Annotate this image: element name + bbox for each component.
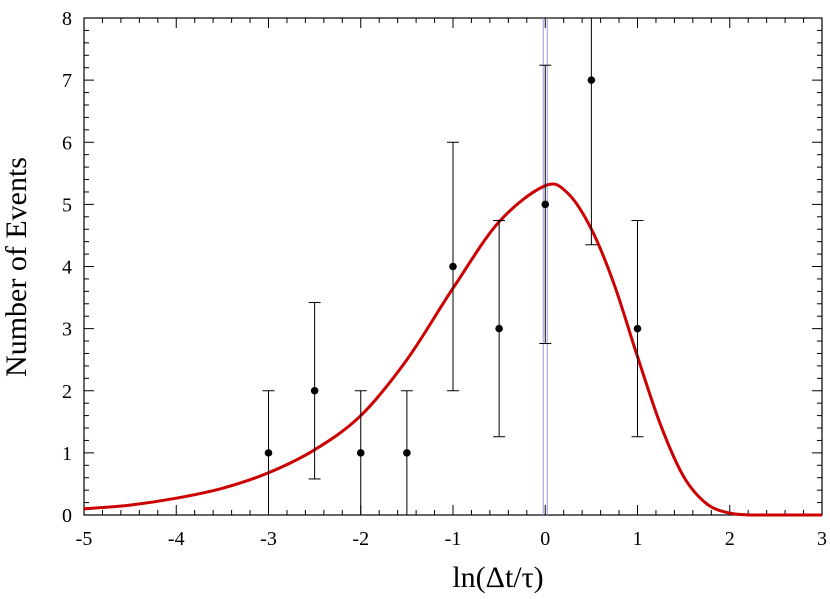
fit-curve (83, 182, 822, 517)
data-point (310, 386, 319, 395)
data-point (403, 449, 411, 457)
reference-lines (542, 18, 548, 515)
x-tick-label: 3 (817, 528, 827, 550)
tick-labels: -5 -4 -3 -2 -1 0 1 2 3 0 1 2 3 4 5 6 7 8 (62, 8, 827, 550)
x-tick-label: -4 (168, 528, 185, 550)
data-point (495, 324, 503, 333)
y-tick-label: 8 (62, 8, 72, 30)
data-point (264, 449, 273, 457)
x-axis-label: ln(Δt/τ) (452, 561, 543, 594)
axis-ticks (83, 17, 823, 516)
x-tick-label: -1 (445, 528, 462, 550)
data-point (633, 324, 642, 333)
x-tick-label: -5 (76, 528, 93, 550)
x-tick-label: 0 (540, 528, 550, 550)
x-tick-label: 2 (725, 528, 735, 550)
y-tick-label: 2 (62, 381, 72, 403)
y-tick-label: 0 (62, 505, 72, 527)
y-tick-label: 4 (62, 257, 72, 279)
y-axis-label: Number of Events (0, 157, 33, 377)
data-point (356, 449, 365, 457)
y-tick-label: 1 (62, 443, 72, 465)
data-point (449, 262, 457, 271)
x-tick-label: -2 (352, 528, 369, 550)
data-points (264, 76, 642, 457)
y-tick-label: 5 (62, 194, 72, 216)
fit-curve-group (83, 182, 822, 517)
y-tick-label: 6 (62, 132, 72, 154)
y-tick-label: 3 (62, 319, 72, 341)
y-tick-label: 7 (62, 70, 72, 92)
data-point (587, 76, 596, 84)
x-tick-label: -3 (260, 528, 277, 550)
x-tick-label: 1 (633, 528, 643, 550)
data-point (541, 200, 550, 209)
